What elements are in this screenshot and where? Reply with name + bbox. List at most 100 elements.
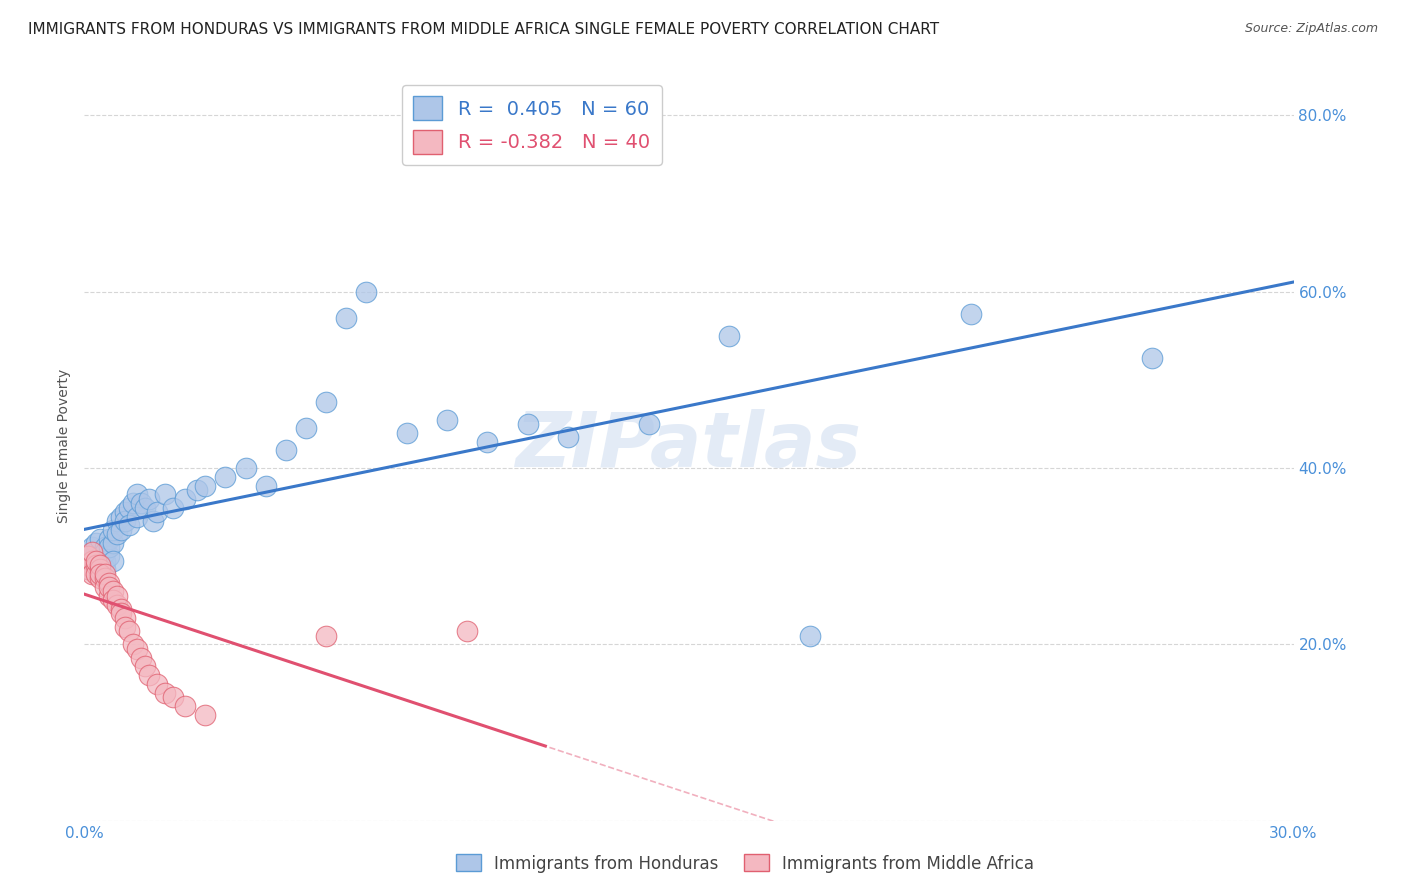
Point: [125, 487, 148, 501]
Point: [93, 580, 115, 594]
Point: [110, 602, 132, 616]
Point: [235, 461, 257, 475]
Point: [105, 589, 128, 603]
Point: [89, 558, 111, 572]
Point: [93, 562, 115, 576]
Point: [477, 434, 499, 449]
Point: [356, 285, 378, 299]
Point: [77, 553, 100, 567]
Y-axis label: Single Female Poverty: Single Female Poverty: [58, 369, 72, 523]
Point: [436, 412, 458, 426]
Point: [86, 562, 108, 576]
Point: [105, 598, 128, 612]
Point: [89, 549, 111, 564]
Point: [114, 611, 136, 625]
Point: [110, 607, 132, 621]
Point: [1142, 351, 1164, 365]
Point: [86, 566, 108, 581]
Point: [129, 496, 152, 510]
Point: [335, 311, 357, 326]
Point: [101, 523, 124, 537]
Point: [395, 425, 418, 440]
Point: [77, 562, 100, 576]
Point: [110, 509, 132, 524]
Point: [295, 421, 318, 435]
Point: [153, 686, 176, 700]
Point: [118, 624, 141, 639]
Point: [82, 545, 104, 559]
Point: [162, 500, 184, 515]
Point: [274, 443, 297, 458]
Point: [174, 491, 197, 506]
Point: [93, 545, 115, 559]
Point: [82, 566, 104, 581]
Point: [97, 549, 120, 564]
Point: [89, 571, 111, 585]
Point: [129, 650, 152, 665]
Point: [174, 699, 197, 714]
Point: [86, 536, 108, 550]
Point: [125, 509, 148, 524]
Point: [315, 395, 337, 409]
Point: [77, 562, 100, 576]
Point: [82, 553, 104, 567]
Point: [89, 562, 111, 576]
Point: [557, 430, 579, 444]
Point: [101, 593, 124, 607]
Point: [93, 553, 115, 567]
Point: [105, 527, 128, 541]
Point: [214, 470, 236, 484]
Point: [194, 707, 217, 722]
Point: [121, 637, 143, 651]
Point: [77, 558, 100, 572]
Point: [516, 417, 538, 431]
Legend: R =  0.405   N = 60, R = -0.382   N = 40: R = 0.405 N = 60, R = -0.382 N = 40: [402, 85, 662, 165]
Point: [93, 541, 115, 555]
Point: [93, 571, 115, 585]
Point: [97, 575, 120, 590]
Point: [121, 496, 143, 510]
Point: [153, 487, 176, 501]
Point: [637, 417, 659, 431]
Point: [146, 677, 169, 691]
Point: [97, 532, 120, 546]
Point: [82, 558, 104, 572]
Point: [86, 558, 108, 572]
Point: [146, 505, 169, 519]
Point: [718, 328, 741, 343]
Point: [118, 500, 141, 515]
Point: [89, 532, 111, 546]
Point: [93, 566, 115, 581]
Point: [82, 541, 104, 555]
Point: [86, 545, 108, 559]
Point: [97, 580, 120, 594]
Point: [456, 624, 478, 639]
Point: [101, 553, 124, 567]
Point: [960, 307, 983, 321]
Point: [86, 553, 108, 567]
Point: [134, 659, 156, 673]
Point: [97, 541, 120, 555]
Point: [138, 491, 160, 506]
Point: [134, 500, 156, 515]
Point: [97, 589, 120, 603]
Point: [254, 478, 277, 492]
Point: [114, 505, 136, 519]
Point: [101, 536, 124, 550]
Point: [89, 566, 111, 581]
Point: [194, 478, 217, 492]
Point: [125, 641, 148, 656]
Point: [118, 518, 141, 533]
Text: ZIPatlas: ZIPatlas: [516, 409, 862, 483]
Text: IMMIGRANTS FROM HONDURAS VS IMMIGRANTS FROM MIDDLE AFRICA SINGLE FEMALE POVERTY : IMMIGRANTS FROM HONDURAS VS IMMIGRANTS F…: [28, 22, 939, 37]
Point: [162, 690, 184, 705]
Legend: Immigrants from Honduras, Immigrants from Middle Africa: Immigrants from Honduras, Immigrants fro…: [450, 847, 1040, 880]
Point: [186, 483, 208, 497]
Point: [142, 514, 165, 528]
Point: [82, 549, 104, 564]
Point: [77, 549, 100, 564]
Point: [138, 668, 160, 682]
Point: [114, 620, 136, 634]
Point: [799, 628, 821, 642]
Point: [89, 558, 111, 572]
